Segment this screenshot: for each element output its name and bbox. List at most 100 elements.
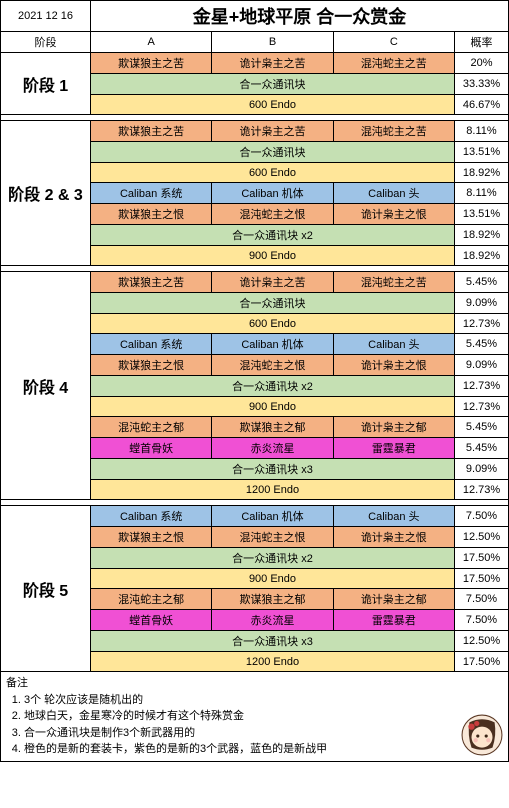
rate-cell: 8.11% — [454, 121, 508, 142]
rate-cell: 18.92% — [454, 163, 508, 183]
reward-cell: 雷霆暴君 — [333, 438, 454, 459]
reward-cell: 赤炎流星 — [212, 438, 333, 459]
notes-section: 备注 3个 轮次应该是随机出的 地球白天，金星寒冷的时候才有这个特殊赏金 合一众… — [0, 672, 509, 762]
stage-5-label: 阶段 5 — [1, 506, 91, 672]
rate-cell: 8.11% — [454, 183, 508, 204]
reward-cell: 诡计枭主之苦 — [212, 272, 333, 293]
stage-23-label: 阶段 2 & 3 — [1, 121, 91, 266]
rate-cell: 33.33% — [454, 74, 508, 95]
reward-cell: 诡计枭主之苦 — [212, 53, 333, 74]
rate-cell: 12.73% — [454, 376, 508, 397]
header-row: 2021 12 16 金星+地球平原 合一众赏金 — [1, 1, 509, 32]
reward-cell: 混沌蛇主之苦 — [333, 121, 454, 142]
reward-cell: 欺谋狼主之苦 — [91, 53, 212, 74]
reward-cell: 900 Endo — [91, 246, 455, 266]
col-b-header: B — [212, 32, 333, 53]
rate-cell: 17.50% — [454, 548, 508, 569]
reward-cell: 1200 Endo — [91, 652, 455, 672]
rate-cell: 12.50% — [454, 631, 508, 652]
reward-cell: 赤炎流星 — [212, 610, 333, 631]
rate-cell: 12.73% — [454, 480, 508, 500]
reward-cell: 混沌蛇主之恨 — [212, 355, 333, 376]
reward-cell: 欺谋狼主之恨 — [91, 204, 212, 225]
rate-cell: 17.50% — [454, 569, 508, 589]
title-cell: 金星+地球平原 合一众赏金 — [91, 1, 509, 32]
stage-header: 阶段 — [1, 32, 91, 53]
reward-cell: 合一众通讯块 x3 — [91, 631, 455, 652]
reward-cell: 900 Endo — [91, 397, 455, 417]
rate-cell: 5.45% — [454, 334, 508, 355]
rate-cell: 12.50% — [454, 527, 508, 548]
reward-cell: 合一众通讯块 — [91, 142, 455, 163]
rate-cell: 18.92% — [454, 225, 508, 246]
reward-cell: 合一众通讯块 — [91, 293, 455, 314]
reward-cell: 欺谋狼主之恨 — [91, 355, 212, 376]
notes-header: 备注 — [6, 675, 503, 692]
note-item: 合一众通讯块是制作3个新武器用的 — [24, 725, 503, 742]
reward-cell: 600 Endo — [91, 163, 455, 183]
reward-cell: 合一众通讯块 x3 — [91, 459, 455, 480]
rate-cell: 5.45% — [454, 417, 508, 438]
rate-cell: 5.45% — [454, 438, 508, 459]
stage-1-label: 阶段 1 — [1, 53, 91, 115]
rate-cell: 9.09% — [454, 355, 508, 376]
reward-cell: 混沌蛇主之恨 — [212, 204, 333, 225]
rate-cell: 17.50% — [454, 652, 508, 672]
reward-cell: 欺谋狼主之郁 — [212, 589, 333, 610]
reward-cell: Caliban 机体 — [212, 334, 333, 355]
rate-cell: 5.45% — [454, 272, 508, 293]
column-header-row: 阶段 A B C 概率 — [1, 32, 509, 53]
reward-cell: 混沌蛇主之苦 — [333, 53, 454, 74]
table-row: 阶段 4 欺谋狼主之苦 诡计枭主之苦 混沌蛇主之苦 5.45% — [1, 272, 509, 293]
col-a-header: A — [91, 32, 212, 53]
reward-cell: 合一众通讯块 x2 — [91, 225, 455, 246]
table-row: 阶段 5 Caliban 系统 Caliban 机体 Caliban 头 7.5… — [1, 506, 509, 527]
rate-cell: 12.73% — [454, 314, 508, 334]
reward-cell: 混沌蛇主之郁 — [91, 417, 212, 438]
rate-cell: 13.51% — [454, 142, 508, 163]
note-item: 3个 轮次应该是随机出的 — [24, 692, 503, 709]
reward-cell: 合一众通讯块 x2 — [91, 376, 455, 397]
reward-cell: 螳首骨妖 — [91, 610, 212, 631]
reward-cell: 诡计枭主之郁 — [333, 417, 454, 438]
avatar-icon — [461, 714, 503, 756]
reward-cell: 欺谋狼主之郁 — [212, 417, 333, 438]
reward-cell: 欺谋狼主之苦 — [91, 121, 212, 142]
reward-cell: Caliban 系统 — [91, 506, 212, 527]
rate-cell: 13.51% — [454, 204, 508, 225]
table-row: 阶段 2 & 3 欺谋狼主之苦 诡计枭主之苦 混沌蛇主之苦 8.11% — [1, 121, 509, 142]
rate-cell: 9.09% — [454, 459, 508, 480]
rate-cell: 46.67% — [454, 95, 508, 115]
reward-cell: Caliban 头 — [333, 334, 454, 355]
reward-cell: 诡计枭主之恨 — [333, 204, 454, 225]
reward-cell: 雷霆暴君 — [333, 610, 454, 631]
reward-cell: 合一众通讯块 — [91, 74, 455, 95]
reward-cell: 900 Endo — [91, 569, 455, 589]
notes-list: 3个 轮次应该是随机出的 地球白天，金星寒冷的时候才有这个特殊赏金 合一众通讯块… — [6, 692, 503, 758]
reward-cell: 欺谋狼主之苦 — [91, 272, 212, 293]
rate-header: 概率 — [454, 32, 508, 53]
reward-cell: 欺谋狼主之恨 — [91, 527, 212, 548]
rate-cell: 9.09% — [454, 293, 508, 314]
reward-cell: Caliban 系统 — [91, 183, 212, 204]
rate-cell: 7.50% — [454, 506, 508, 527]
reward-table: 2021 12 16 金星+地球平原 合一众赏金 阶段 A B C 概率 阶段 … — [0, 0, 509, 672]
stage-4-label: 阶段 4 — [1, 272, 91, 500]
reward-cell: 1200 Endo — [91, 480, 455, 500]
reward-cell: 600 Endo — [91, 95, 455, 115]
reward-cell: 600 Endo — [91, 314, 455, 334]
reward-cell: Caliban 头 — [333, 183, 454, 204]
rate-cell: 7.50% — [454, 589, 508, 610]
reward-cell: 诡计枭主之恨 — [333, 527, 454, 548]
reward-cell: Caliban 机体 — [212, 506, 333, 527]
reward-cell: Caliban 机体 — [212, 183, 333, 204]
reward-cell: 混沌蛇主之郁 — [91, 589, 212, 610]
col-c-header: C — [333, 32, 454, 53]
reward-cell: 混沌蛇主之恨 — [212, 527, 333, 548]
reward-cell: 诡计枭主之苦 — [212, 121, 333, 142]
date-cell: 2021 12 16 — [1, 1, 91, 32]
rate-cell: 12.73% — [454, 397, 508, 417]
reward-cell: 诡计枭主之郁 — [333, 589, 454, 610]
note-item: 橙色的是新的套装卡，紫色的是新的3个武器，蓝色的是新战甲 — [24, 741, 503, 758]
rate-cell: 7.50% — [454, 610, 508, 631]
